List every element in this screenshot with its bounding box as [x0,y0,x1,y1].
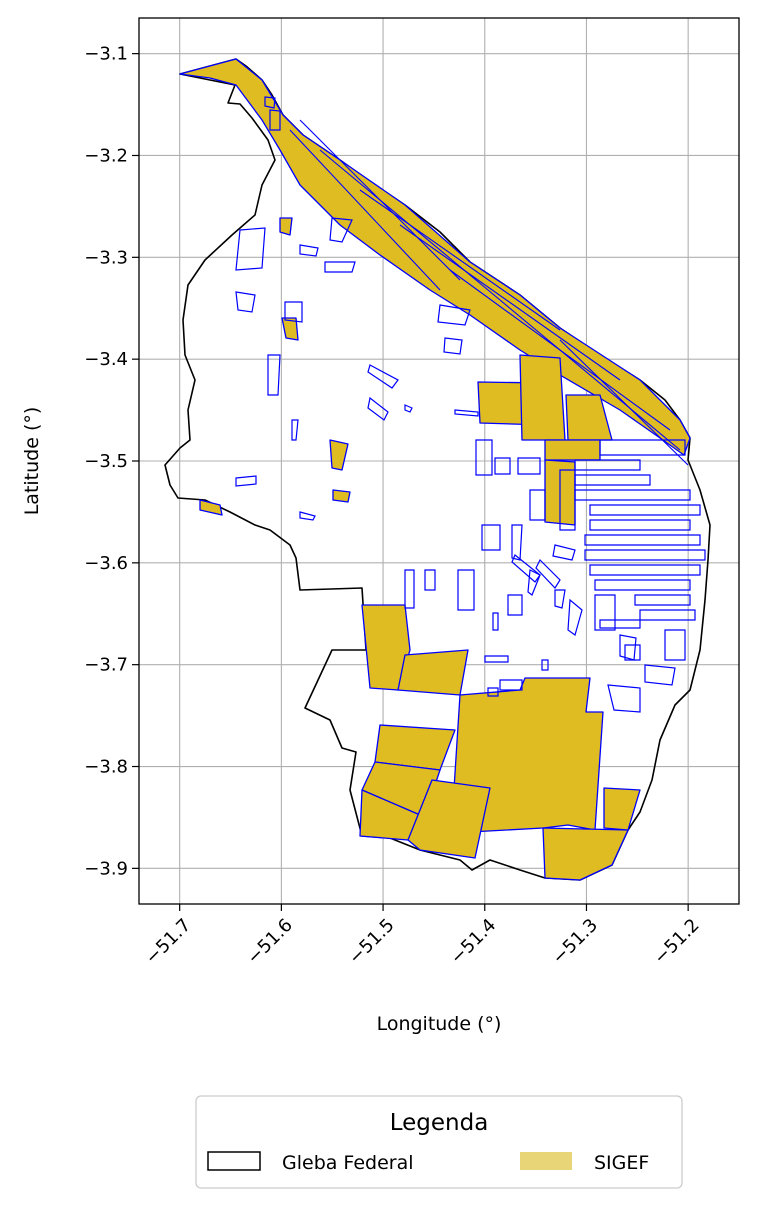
y-tick-label: −3.2 [84,145,128,166]
x-axis-ticks: −51.7 −51.6 −51.5 −51.4 −51.3 −51.2 [141,904,704,969]
sigef-east-block-2 [519,354,566,441]
sigef-south-block-8 [542,827,629,881]
sigef-coastal-hatch [289,119,689,466]
y-tick-label: −3.7 [84,655,128,676]
sigef-west-small-4 [199,499,223,516]
sigef-west-small-3 [281,317,299,341]
sigef-east-cluster [529,439,706,661]
sigef-south-block-7 [407,779,491,859]
x-tick-label: −51.2 [650,915,704,969]
y-tick-label: −3.6 [84,553,128,574]
legend-swatch-sigef [520,1152,572,1170]
sigef-west-small-1 [329,439,349,471]
sigef-west-small-2 [332,489,351,503]
y-axis-title: Latitude (°) [21,407,43,516]
y-tick-label: −3.9 [84,858,128,879]
x-axis-title: Longitude (°) [377,1013,502,1035]
y-tick-label: −3.3 [84,247,128,268]
sigef-east-block-4 [544,439,601,461]
x-tick-label: −51.6 [243,915,297,969]
x-tick-label: −51.5 [345,915,399,969]
y-tick-label: −3.4 [84,349,128,370]
y-tick-label: −3.5 [84,451,128,472]
x-tick-label: −51.4 [446,915,500,969]
y-tick-label: −3.1 [84,44,128,65]
legend-label-sigef: SIGEF [594,1152,649,1174]
y-axis-ticks: −3.1 −3.2 −3.3 −3.4 −3.5 −3.6 −3.7 −3.8 −3.9 [84,44,139,879]
sigef-south-block-2 [397,649,469,696]
sigef-parcels [179,58,691,881]
sigef-south-block-9 [603,787,641,831]
x-tick-label: −51.7 [141,915,195,969]
sigef-outline-parcels [235,96,676,713]
legend-label-gleba: Gleba Federal [282,1152,414,1174]
legend-title: Legenda [390,1110,489,1136]
legend-swatch-gleba [207,1151,261,1171]
x-tick-label: −51.3 [548,915,602,969]
legend: Legenda Gleba Federal SIGEF [195,1095,683,1189]
y-tick-label: −3.8 [84,757,128,778]
sigef-west-small-5 [279,217,293,236]
sigef-north-strip [179,58,691,456]
